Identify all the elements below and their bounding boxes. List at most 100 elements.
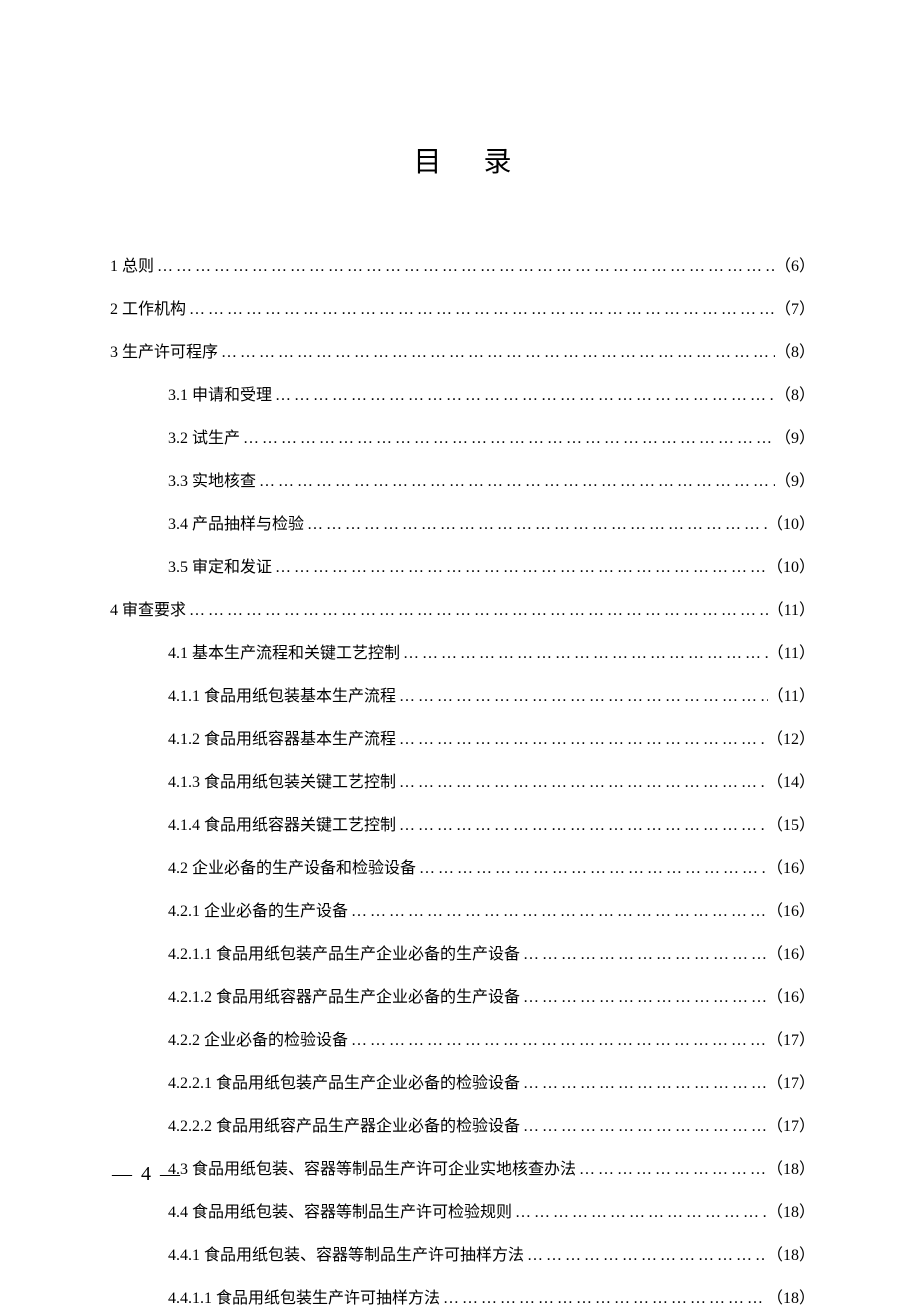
toc-entry: 4.1 基本生产流程和关键工艺控制 （11） — [110, 639, 815, 663]
toc-leader-dots — [186, 301, 775, 319]
toc-entry-label: 4.1.1 食品用纸包装基本生产流程 — [168, 682, 396, 706]
toc-leader-dots — [240, 430, 775, 448]
toc-leader-dots — [520, 1118, 767, 1136]
toc-leader-dots — [396, 817, 767, 835]
toc-entry-label: 4.4.1.1 食品用纸包装生产许可抽样方法 — [168, 1284, 440, 1308]
toc-entry-page: （11） — [768, 682, 815, 706]
toc-entry-label: 4.4 食品用纸包装、容器等制品生产许可检验规则 — [168, 1198, 512, 1222]
toc-entry-page: （16） — [767, 940, 815, 964]
toc-leader-dots — [348, 1032, 767, 1050]
toc-entry: 3.2 试生产 （9） — [110, 424, 815, 448]
toc-entry-page: （7） — [775, 295, 815, 319]
toc-leader-dots — [440, 1290, 767, 1308]
toc-entry-label: 3.1 申请和受理 — [168, 381, 272, 405]
toc-entry: 4.2.2.2 食品用纸容产品生产器企业必备的检验设备 （17） — [110, 1112, 815, 1136]
toc-entry-label: 3 生产许可程序 — [110, 338, 218, 362]
toc-entry: 4.2.1.1 食品用纸包装产品生产企业必备的生产设备 （16） — [110, 940, 815, 964]
toc-entry-label: 4.1.2 食品用纸容器基本生产流程 — [168, 725, 396, 749]
toc-leader-dots — [256, 473, 775, 491]
toc-leader-dots — [416, 860, 767, 878]
toc-entry-label: 4.2 企业必备的生产设备和检验设备 — [168, 854, 416, 878]
toc-entry-page: （6） — [775, 252, 815, 276]
toc-entry: 4.2.2 企业必备的检验设备 （17） — [110, 1026, 815, 1050]
table-of-contents: 1 总则（6）2 工作机构（7）3 生产许可程序（8）3.1 申请和受理（8）3… — [110, 252, 815, 1308]
toc-entry-label: 4.1.4 食品用纸容器关键工艺控制 — [168, 811, 396, 835]
toc-leader-dots — [348, 903, 767, 921]
toc-entry-label: 3.5 审定和发证 — [168, 553, 272, 577]
toc-entry-label: 4.2.1.2 食品用纸容器产品生产企业必备的生产设备 — [168, 983, 520, 1007]
toc-entry-label: 3.2 试生产 — [168, 424, 240, 448]
toc-entry-page: （16） — [767, 983, 815, 1007]
toc-leader-dots — [520, 989, 767, 1007]
toc-entry-page: （18） — [767, 1241, 815, 1265]
toc-entry-page: （10） — [767, 553, 815, 577]
toc-entry: 3.1 申请和受理 （8） — [110, 381, 815, 405]
toc-entry-page: （17） — [767, 1069, 815, 1093]
toc-entry-label: 3.4 产品抽样与检验 — [168, 510, 304, 534]
toc-entry-label: 4.2.2.2 食品用纸容产品生产器企业必备的检验设备 — [168, 1112, 520, 1136]
toc-leader-dots — [576, 1161, 767, 1179]
toc-leader-dots — [272, 559, 767, 577]
toc-leader-dots — [396, 774, 767, 792]
toc-entry-page: （17） — [767, 1026, 815, 1050]
toc-leader-dots — [512, 1204, 767, 1222]
toc-entry: 4.1.4 食品用纸容器关键工艺控制 （15） — [110, 811, 815, 835]
toc-entry-label: 2 工作机构 — [110, 295, 186, 319]
toc-entry-page: （9） — [775, 424, 815, 448]
toc-leader-dots — [154, 258, 775, 276]
toc-leader-dots — [400, 645, 768, 663]
toc-entry: 3.3 实地核查 （9） — [110, 467, 815, 491]
toc-entry-page: （14） — [767, 768, 815, 792]
toc-entry: 3.5 审定和发证 （10） — [110, 553, 815, 577]
toc-entry: 4.2.1.2 食品用纸容器产品生产企业必备的生产设备 （16） — [110, 983, 815, 1007]
toc-title: 目录 — [110, 140, 815, 180]
toc-entry-page: （17） — [767, 1112, 815, 1136]
toc-leader-dots — [396, 688, 768, 706]
toc-entry-label: 3.3 实地核查 — [168, 467, 256, 491]
toc-leader-dots — [396, 731, 767, 749]
toc-entry-label: 4.1.3 食品用纸包装关键工艺控制 — [168, 768, 396, 792]
toc-entry-label: 4.2.2 企业必备的检验设备 — [168, 1026, 348, 1050]
toc-leader-dots — [272, 387, 775, 405]
toc-entry-page: （16） — [767, 897, 815, 921]
document-page: 目录 1 总则（6）2 工作机构（7）3 生产许可程序（8）3.1 申请和受理（… — [0, 0, 920, 1308]
toc-entry: 4.4 食品用纸包装、容器等制品生产许可检验规则（18） — [110, 1198, 815, 1222]
toc-entry: 4.3 食品用纸包装、容器等制品生产许可企业实地核查办法 （18） — [110, 1155, 815, 1179]
toc-entry: 4.1.2 食品用纸容器基本生产流程 （12） — [110, 725, 815, 749]
page-number: — 4 — — [112, 1163, 182, 1186]
toc-entry: 4.1.1 食品用纸包装基本生产流程 （11） — [110, 682, 815, 706]
toc-leader-dots — [218, 344, 775, 362]
toc-entry: 4.4.1.1 食品用纸包装生产许可抽样方法 （18） — [110, 1284, 815, 1308]
toc-entry: 1 总则 （6） — [110, 252, 815, 276]
toc-entry: 3.4 产品抽样与检验 （10） — [110, 510, 815, 534]
toc-leader-dots — [520, 946, 767, 964]
toc-entry-label: 4.2.1.1 食品用纸包装产品生产企业必备的生产设备 — [168, 940, 520, 964]
toc-entry-page: （8） — [775, 381, 815, 405]
toc-entry-page: （16） — [767, 854, 815, 878]
toc-entry-page: （11） — [768, 639, 815, 663]
toc-entry-label: 4 审查要求 — [110, 596, 186, 620]
toc-entry: 2 工作机构 （7） — [110, 295, 815, 319]
toc-leader-dots — [304, 516, 767, 534]
toc-entry-label: 1 总则 — [110, 252, 154, 276]
toc-entry-page: （15） — [767, 811, 815, 835]
toc-entry: 4.2.1 企业必备的生产设备 （16） — [110, 897, 815, 921]
toc-entry: 3 生产许可程序（8） — [110, 338, 815, 362]
toc-entry-page: （9） — [775, 467, 815, 491]
toc-entry-label: 4.4.1 食品用纸包装、容器等制品生产许可抽样方法 — [168, 1241, 524, 1265]
toc-entry: 4 审查要求 （11） — [110, 596, 815, 620]
toc-entry-label: 4.2.1 企业必备的生产设备 — [168, 897, 348, 921]
toc-entry-page: （18） — [767, 1155, 815, 1179]
toc-entry-label: 4.3 食品用纸包装、容器等制品生产许可企业实地核查办法 — [168, 1155, 576, 1179]
toc-leader-dots — [520, 1075, 767, 1093]
toc-leader-dots — [186, 602, 768, 620]
toc-entry-page: （10） — [767, 510, 815, 534]
toc-entry-label: 4.1 基本生产流程和关键工艺控制 — [168, 639, 400, 663]
toc-entry-page: （12） — [767, 725, 815, 749]
toc-entry: 4.1.3 食品用纸包装关键工艺控制 （14） — [110, 768, 815, 792]
toc-entry-label: 4.2.2.1 食品用纸包装产品生产企业必备的检验设备 — [168, 1069, 520, 1093]
toc-entry-page: （11） — [768, 596, 815, 620]
toc-entry: 4.2.2.1 食品用纸包装产品生产企业必备的检验设备 （17） — [110, 1069, 815, 1093]
toc-entry: 4.2 企业必备的生产设备和检验设备 （16） — [110, 854, 815, 878]
toc-entry-page: （18） — [767, 1284, 815, 1308]
